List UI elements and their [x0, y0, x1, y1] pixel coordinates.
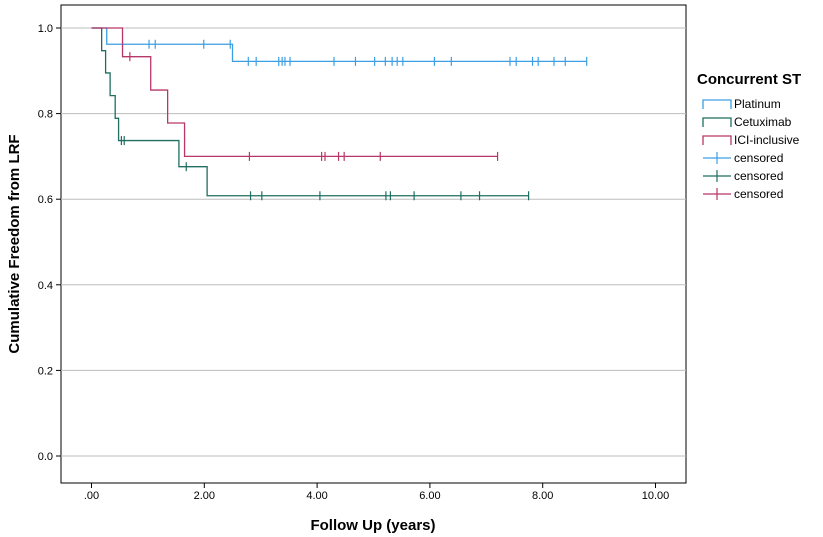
y-axis-title: Cumulative Freedom from LRF	[6, 134, 23, 353]
legend-swatch	[702, 117, 732, 127]
x-tick-label: 8.00	[532, 490, 553, 502]
series-line-platinum	[91, 27, 587, 63]
y-tick-label: 0.8	[38, 109, 53, 121]
legend-item: censored	[703, 151, 783, 165]
legend-swatch	[702, 135, 732, 145]
y-tick-labels: 0.0 0.2 0.4 0.6 0.8 1.0	[38, 23, 61, 463]
x-tick-labels: .00 2.00 4.00 6.00 8.00 10.00	[84, 483, 669, 502]
legend-item: censored	[703, 169, 783, 183]
legend-item: Cetuximab	[702, 115, 792, 129]
legend-label: ICI-inclusive	[734, 133, 800, 147]
y-tick-label: 0.0	[38, 451, 53, 463]
legend-label: censored	[734, 151, 783, 165]
legend-label: censored	[734, 169, 783, 183]
x-axis-title: Follow Up (years)	[310, 517, 435, 534]
series-line-cetuximab	[91, 27, 529, 197]
legend: Concurrent ST Platinum Cetuximab ICI-inclu…	[697, 71, 801, 201]
series-line-ici-inclusive	[91, 27, 498, 158]
x-tick-label: 10.00	[642, 490, 670, 502]
x-tick-label: .00	[84, 490, 99, 502]
x-tick-label: 6.00	[419, 490, 440, 502]
censor-marks	[120, 39, 588, 201]
y-tick-label: 1.0	[38, 23, 53, 35]
legend-label: Cetuximab	[734, 115, 792, 129]
legend-item: ICI-inclusive	[702, 133, 800, 147]
legend-label: censored	[734, 187, 783, 201]
series-lines	[91, 27, 587, 197]
y-tick-label: 0.6	[38, 194, 53, 206]
legend-title: Concurrent ST	[697, 71, 801, 88]
legend-label: Platinum	[734, 97, 781, 111]
y-tick-label: 0.2	[38, 365, 53, 377]
y-tick-label: 0.4	[38, 280, 53, 292]
legend-swatch	[702, 99, 732, 109]
x-tick-label: 2.00	[194, 490, 215, 502]
grid-lines	[61, 27, 686, 457]
legend-item: Platinum	[702, 97, 781, 111]
plot-frame	[60, 4, 687, 484]
legend-item: censored	[703, 187, 783, 201]
x-tick-label: 4.00	[306, 490, 327, 502]
